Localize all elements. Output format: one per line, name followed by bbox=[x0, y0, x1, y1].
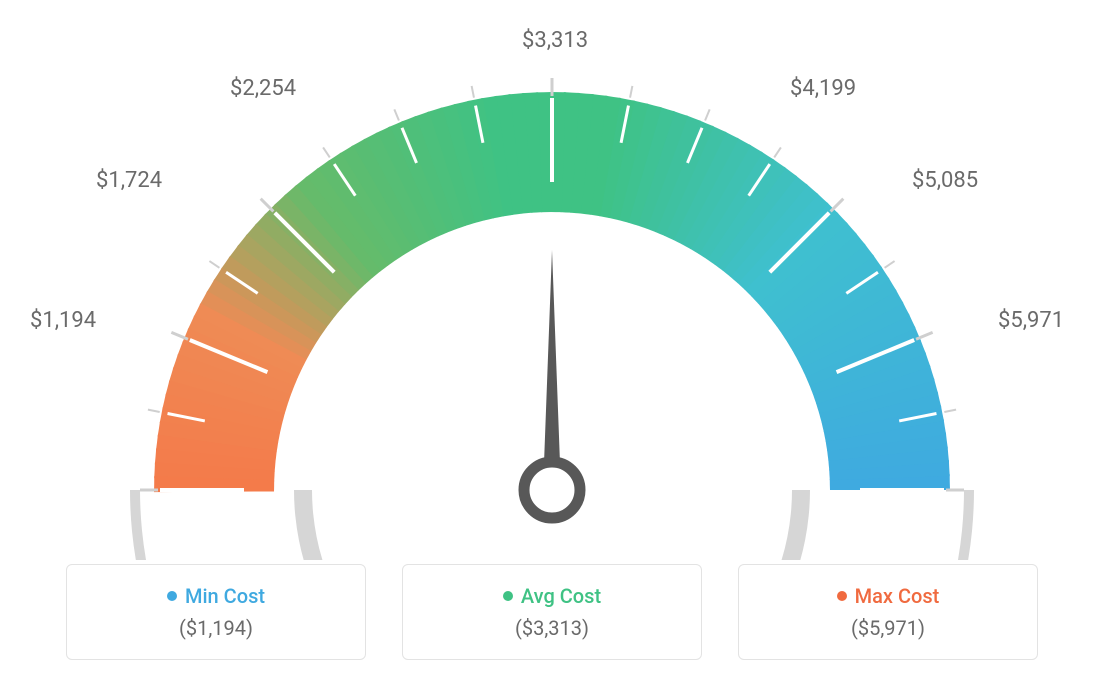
gauge-svg bbox=[122, 60, 982, 560]
gauge-tick-label: $1,194 bbox=[30, 308, 96, 333]
gauge-tick-label: $4,199 bbox=[790, 76, 856, 101]
legend-card-avg: Avg Cost ($3,313) bbox=[402, 564, 702, 660]
gauge-chart: $1,194$1,724$2,254$3,313$4,199$5,085$5,9… bbox=[72, 20, 1032, 540]
legend-label-min: Min Cost bbox=[185, 584, 265, 608]
legend-row: Min Cost ($1,194) Avg Cost ($3,313) Max … bbox=[66, 564, 1038, 660]
legend-label-avg: Avg Cost bbox=[521, 584, 601, 608]
gauge-tick-label: $1,724 bbox=[96, 168, 162, 193]
legend-card-max: Max Cost ($5,971) bbox=[738, 564, 1038, 660]
dot-min bbox=[167, 591, 177, 601]
dot-avg bbox=[503, 591, 513, 601]
gauge-tick-label: $3,313 bbox=[522, 28, 588, 53]
gauge-tick-label: $2,254 bbox=[230, 76, 296, 101]
gauge-tick-label: $5,085 bbox=[912, 168, 978, 193]
legend-card-min: Min Cost ($1,194) bbox=[66, 564, 366, 660]
legend-value-avg: ($3,313) bbox=[515, 616, 589, 640]
legend-value-min: ($1,194) bbox=[179, 616, 253, 640]
legend-value-max: ($5,971) bbox=[851, 616, 925, 640]
gauge-tick-label: $5,971 bbox=[998, 308, 1064, 333]
dot-max bbox=[837, 591, 847, 601]
legend-label-max: Max Cost bbox=[855, 584, 940, 608]
